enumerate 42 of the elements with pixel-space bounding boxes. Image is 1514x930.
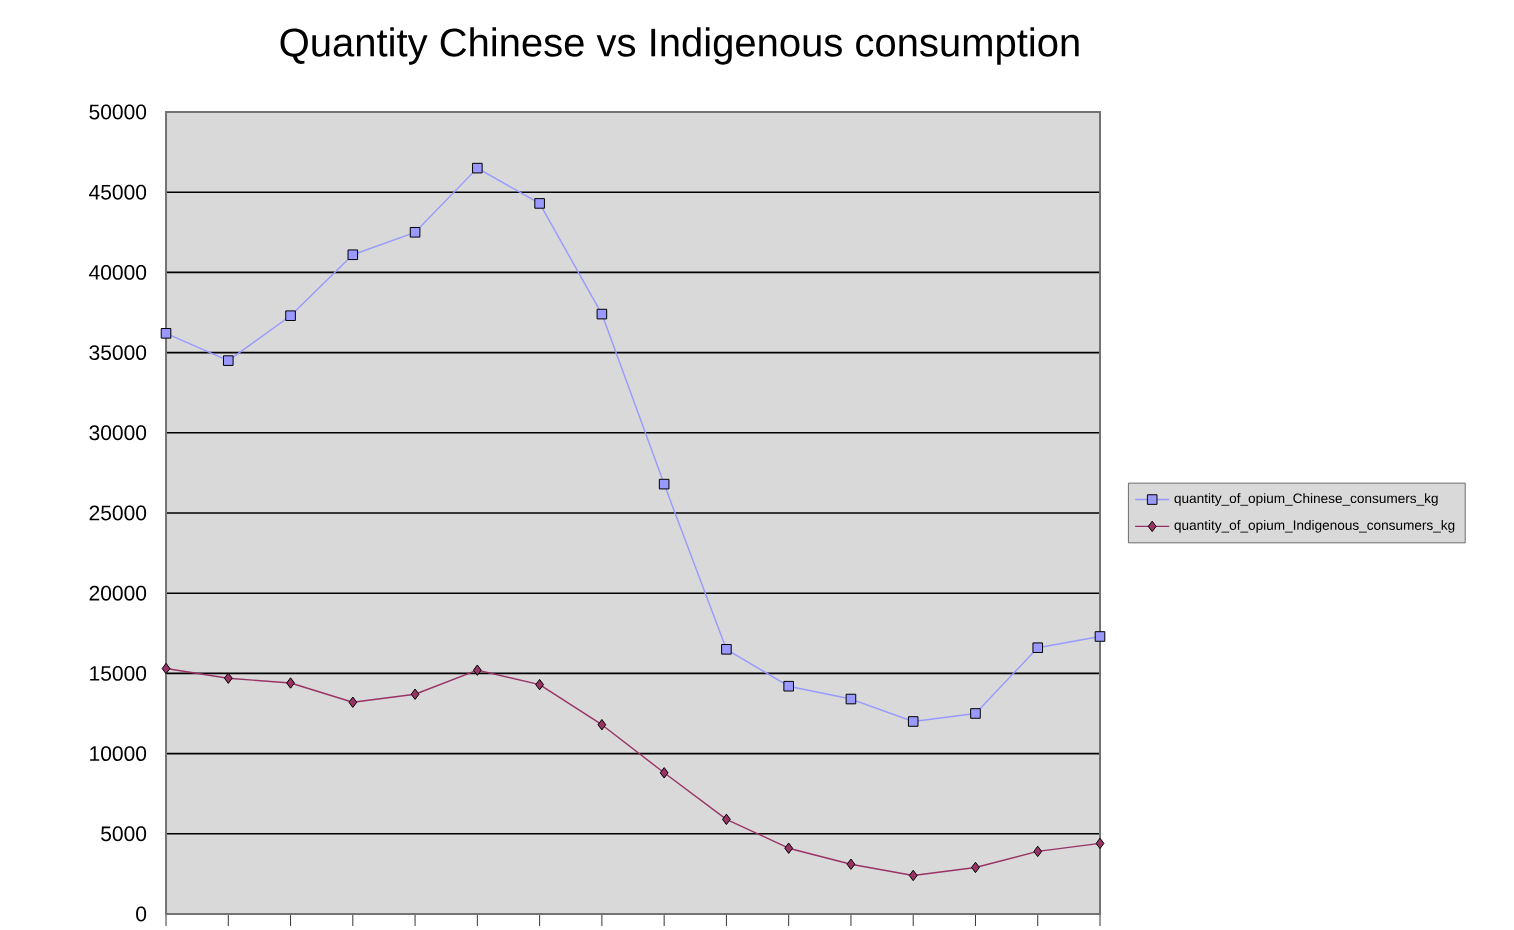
- point: [783, 680, 794, 692]
- point: [1094, 631, 1106, 642]
- point: [535, 678, 545, 691]
- point: [908, 869, 918, 882]
- y-tick-label: 50000: [89, 104, 147, 120]
- point: [472, 162, 483, 174]
- point: [286, 677, 295, 689]
- y-tick-label: 20000: [89, 585, 147, 601]
- point: [596, 308, 608, 320]
- point: [658, 478, 670, 490]
- chart-title: Quantity Chinese vs Indigenous consumption: [280, 27, 1079, 65]
- point: [721, 644, 732, 655]
- y-tick-label: 0: [136, 906, 147, 922]
- point: [1033, 845, 1043, 858]
- point: [472, 664, 482, 676]
- y-tick-label: 40000: [89, 264, 147, 280]
- point: [845, 693, 857, 705]
- y-tick-label: 15000: [90, 665, 147, 681]
- point: [347, 249, 359, 261]
- y-tick-label: 5000: [101, 826, 147, 842]
- point: [907, 716, 919, 727]
- point: [970, 708, 981, 719]
- y-tick-label: 10000: [90, 746, 147, 762]
- point: [161, 662, 171, 675]
- point: [222, 355, 234, 366]
- y-tick-label: 35000: [89, 345, 147, 361]
- point: [784, 842, 794, 854]
- point: [1032, 642, 1044, 654]
- point: [659, 767, 669, 779]
- point: [1095, 837, 1105, 850]
- point: [597, 719, 607, 731]
- point: [409, 226, 421, 238]
- point: [160, 328, 172, 339]
- point: [285, 310, 296, 321]
- y-tick-label: 45000: [89, 184, 147, 200]
- point: [846, 858, 856, 870]
- y-tick-label: 30000: [89, 425, 147, 441]
- point: [348, 696, 358, 708]
- point: [534, 198, 545, 209]
- point: [223, 672, 233, 684]
- point: [410, 688, 420, 700]
- y-tick-label: 25000: [89, 505, 147, 521]
